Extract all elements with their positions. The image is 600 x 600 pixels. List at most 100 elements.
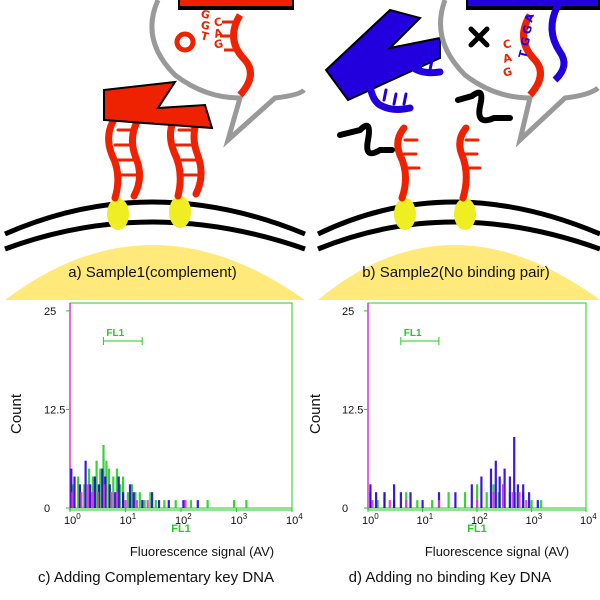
panel-a-cell-body (5, 245, 305, 300)
histogram-bar (167, 500, 170, 508)
panel-a-anchor-left (107, 198, 129, 230)
histogram-bar (101, 468, 104, 508)
panel-c-x-axis-name: FL1 (171, 523, 191, 535)
histogram-bar (112, 476, 115, 508)
histogram-bar (206, 500, 209, 508)
histogram-bar (134, 492, 137, 508)
histogram-bar (141, 500, 144, 508)
histogram-bar (454, 492, 457, 508)
panel-a-seq-3: C (213, 16, 224, 30)
panel-c-x-label: Fluorescence signal (AV) (130, 544, 274, 559)
panel-a-anchor-right (169, 196, 191, 228)
panel-b-bubble-strand-red (520, 13, 544, 98)
histogram-bar (91, 492, 94, 508)
histogram-bar (108, 484, 111, 508)
histogram-bar (89, 484, 92, 508)
histogram-bar (105, 460, 108, 508)
histogram-bar (146, 500, 149, 508)
panel-d-plot-frame (367, 302, 587, 511)
histogram-bar (151, 492, 154, 508)
histogram-bar (233, 500, 236, 508)
panel-a-sequence-2: C A G (212, 16, 226, 76)
panel-b-sequence-letters: A G G T C A G (502, 12, 537, 80)
histogram-bar (157, 500, 161, 508)
x-tick-label: 104 (286, 512, 303, 527)
histogram-bar (513, 437, 516, 508)
panel-d-gate-label: FL1 (404, 328, 422, 339)
histogram-bar (83, 484, 86, 508)
panel-b-seq-3: T (516, 49, 531, 60)
histogram-bar (388, 500, 391, 508)
panel-d-gate (400, 337, 440, 345)
histogram-bar (132, 492, 135, 508)
histogram-bar (480, 476, 483, 508)
match-icon (174, 31, 196, 53)
histogram-bar (95, 460, 98, 508)
panel-a-seq-0: G (199, 8, 211, 22)
panel-b-strand-right (456, 124, 470, 202)
histogram-bar (245, 500, 248, 508)
panel-a-key-dna-block (103, 80, 214, 130)
x-tick-label: 100 (64, 512, 81, 527)
histogram-bar (143, 500, 146, 508)
histogram-bar (124, 500, 127, 508)
panel-d-series-bars (369, 437, 543, 508)
panel-c-series-bars (70, 444, 248, 508)
histogram-bar (393, 484, 396, 508)
histogram-bar (369, 484, 372, 508)
y-tick-label: 12.5 (44, 404, 65, 416)
panel-b-key-strands (366, 58, 444, 113)
histogram-bar (163, 500, 166, 508)
histogram-bar (470, 484, 473, 508)
panel-c-caption: c) Adding Complementary key DNA (38, 569, 274, 586)
panel-d-x-axis-name: FL1 (467, 523, 487, 535)
histogram-bar (149, 492, 152, 508)
panel-a-strand-left-b (129, 116, 143, 200)
panel-d-y-label: Count (307, 393, 324, 434)
panel-d-y-ticks: 0 12.5 25 (342, 306, 368, 515)
panel-a-caption: a) Sample1(complement) (68, 264, 237, 281)
histogram-bar (540, 500, 543, 508)
histogram-bar (103, 484, 106, 508)
panel-b-membrane-outer (316, 199, 600, 237)
histogram-bar (119, 484, 122, 508)
histogram-bar (371, 500, 374, 508)
panel-a-seq-1: G (199, 18, 211, 33)
panel-b-sequence: A G G T C A G (499, 12, 559, 92)
histogram-bar (421, 500, 424, 508)
panel-a-bubble-red-bar (180, 0, 292, 6)
histogram-bar (117, 476, 120, 508)
histogram-bar (525, 500, 528, 508)
panel-b-linker-left (337, 122, 395, 157)
histogram-bar (516, 484, 519, 508)
panel-b-key-strand-right (406, 61, 444, 77)
panel-c-gate-label: FL1 (106, 328, 124, 339)
panel-b-cell-surface (316, 198, 600, 300)
panel-b-bubble-outline (438, 0, 600, 148)
histogram-bar (73, 476, 76, 508)
panel-a-strand-left-a (105, 114, 122, 202)
x-tick-label: 102 (175, 512, 192, 527)
mismatch-icon (468, 26, 490, 48)
histogram-bar (489, 468, 493, 508)
histogram-bar (536, 500, 539, 508)
histogram-bar (437, 500, 441, 508)
histogram-bar (115, 468, 119, 508)
histogram-bar (522, 484, 525, 508)
panel-b-key-strand-left (366, 81, 414, 113)
histogram-bar (135, 500, 138, 508)
histogram-bar (528, 492, 531, 508)
x-tick-label: 101 (417, 512, 434, 527)
panel-b-bubble-strand-blue (548, 3, 568, 83)
x-tick-label: 101 (120, 512, 137, 527)
panel-b-cell-basepairs (402, 138, 482, 170)
panel-c-y-ticks: 0 12.5 25 (44, 306, 70, 515)
panel-a-bubble-outline (149, 0, 306, 148)
panel-a-strand-right-b (190, 114, 205, 198)
panel-b-seq-4: C (502, 37, 513, 52)
histogram-bar (376, 500, 379, 508)
panel-d-x-label: Fluorescence signal (AV) (425, 544, 569, 559)
histogram-bar (196, 500, 199, 508)
